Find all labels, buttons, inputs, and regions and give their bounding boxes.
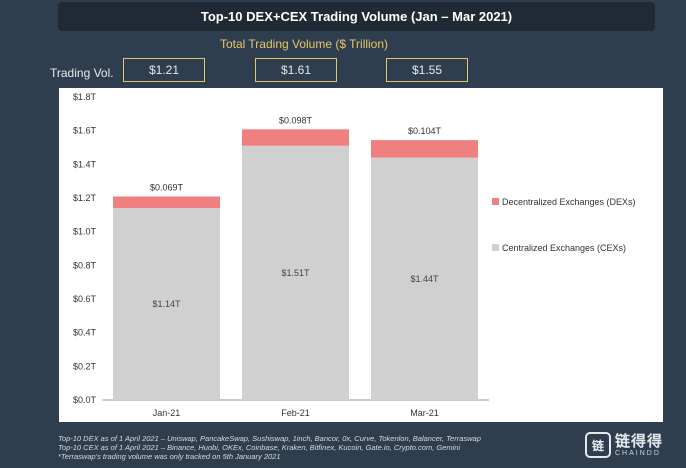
cex-data-label: $1.51T <box>281 268 310 278</box>
bar-cex-mar-21 <box>371 157 478 400</box>
stacked-bar-chart: $0.0T $0.2T $0.4T $0.6T $0.8T $1.0T $1.2T $1.4T… <box>73 92 636 418</box>
dex-data-label: $0.098T <box>279 115 313 125</box>
total-value: $1.55 <box>411 63 443 77</box>
x-tick-label: Feb-21 <box>281 408 310 418</box>
cex-data-label: $1.44T <box>410 274 439 284</box>
y-tick-label: $0.4T <box>73 328 97 338</box>
total-value: $1.21 <box>148 63 180 77</box>
trading-vol-label: Trading Vol. <box>50 66 114 80</box>
y-tick-label: $0.6T <box>73 294 97 304</box>
chart-title-text: Top-10 DEX+CEX Trading Volume (Jan – Mar… <box>200 9 513 24</box>
cex-data-label: $1.14T <box>152 299 181 309</box>
total-box-mar: $1.55 <box>386 58 468 82</box>
y-tick-label: $1.0T <box>73 227 97 237</box>
chart-title: Top-10 DEX+CEX Trading Volume (Jan – Mar… <box>58 2 655 31</box>
footnote-dex: Top-10 DEX as of 1 April 2021 – Uniswap,… <box>58 434 481 443</box>
chart-panel: $0.0T $0.2T $0.4T $0.6T $0.8T $1.0T $1.2T $1.4T… <box>59 88 663 422</box>
logo-name-en: CHAINDD <box>615 450 661 457</box>
chart-subtitle: Total Trading Volume ($ Trillion) <box>219 37 389 51</box>
y-tick-label: $0.8T <box>73 260 97 270</box>
y-tick-label: $1.2T <box>73 193 97 203</box>
x-tick-label: Mar-21 <box>410 408 439 418</box>
footnote-cex: Top-10 CEX as of 1 April 2021 – Binance,… <box>58 443 461 452</box>
legend-label: Decentralized Exchanges (DEXs) <box>502 197 636 207</box>
total-box-jan: $1.21 <box>123 58 205 82</box>
legend-swatch <box>492 244 499 251</box>
bar-cex-jan-21 <box>113 208 220 400</box>
footnote-terraswap: *Terraswap's trading volume was only tra… <box>58 452 281 461</box>
logo-name-cn: 链得得 <box>615 433 664 450</box>
bar-cex-feb-21 <box>242 145 349 400</box>
total-box-feb: $1.61 <box>255 58 337 82</box>
chaindd-logo-icon: 链 <box>585 432 611 458</box>
total-value: $1.61 <box>280 63 312 77</box>
bar-dex-feb-21 <box>242 129 349 146</box>
y-tick-label: $0.2T <box>73 361 97 371</box>
chaindd-logo: 链 链得得 CHAINDD <box>585 428 675 462</box>
legend-label: Centralized Exchanges (CEXs) <box>502 243 626 253</box>
y-tick-label: $1.6T <box>73 126 97 136</box>
x-tick-label: Jan-21 <box>153 408 181 418</box>
bar-dex-mar-21 <box>371 140 478 158</box>
dex-data-label: $0.069T <box>150 182 184 192</box>
y-tick-label: $0.0T <box>73 395 97 405</box>
y-tick-label: $1.4T <box>73 159 97 169</box>
y-tick-label: $1.8T <box>73 92 97 102</box>
bar-dex-jan-21 <box>113 196 220 209</box>
legend-swatch <box>492 198 499 205</box>
dex-data-label: $0.104T <box>408 126 442 136</box>
